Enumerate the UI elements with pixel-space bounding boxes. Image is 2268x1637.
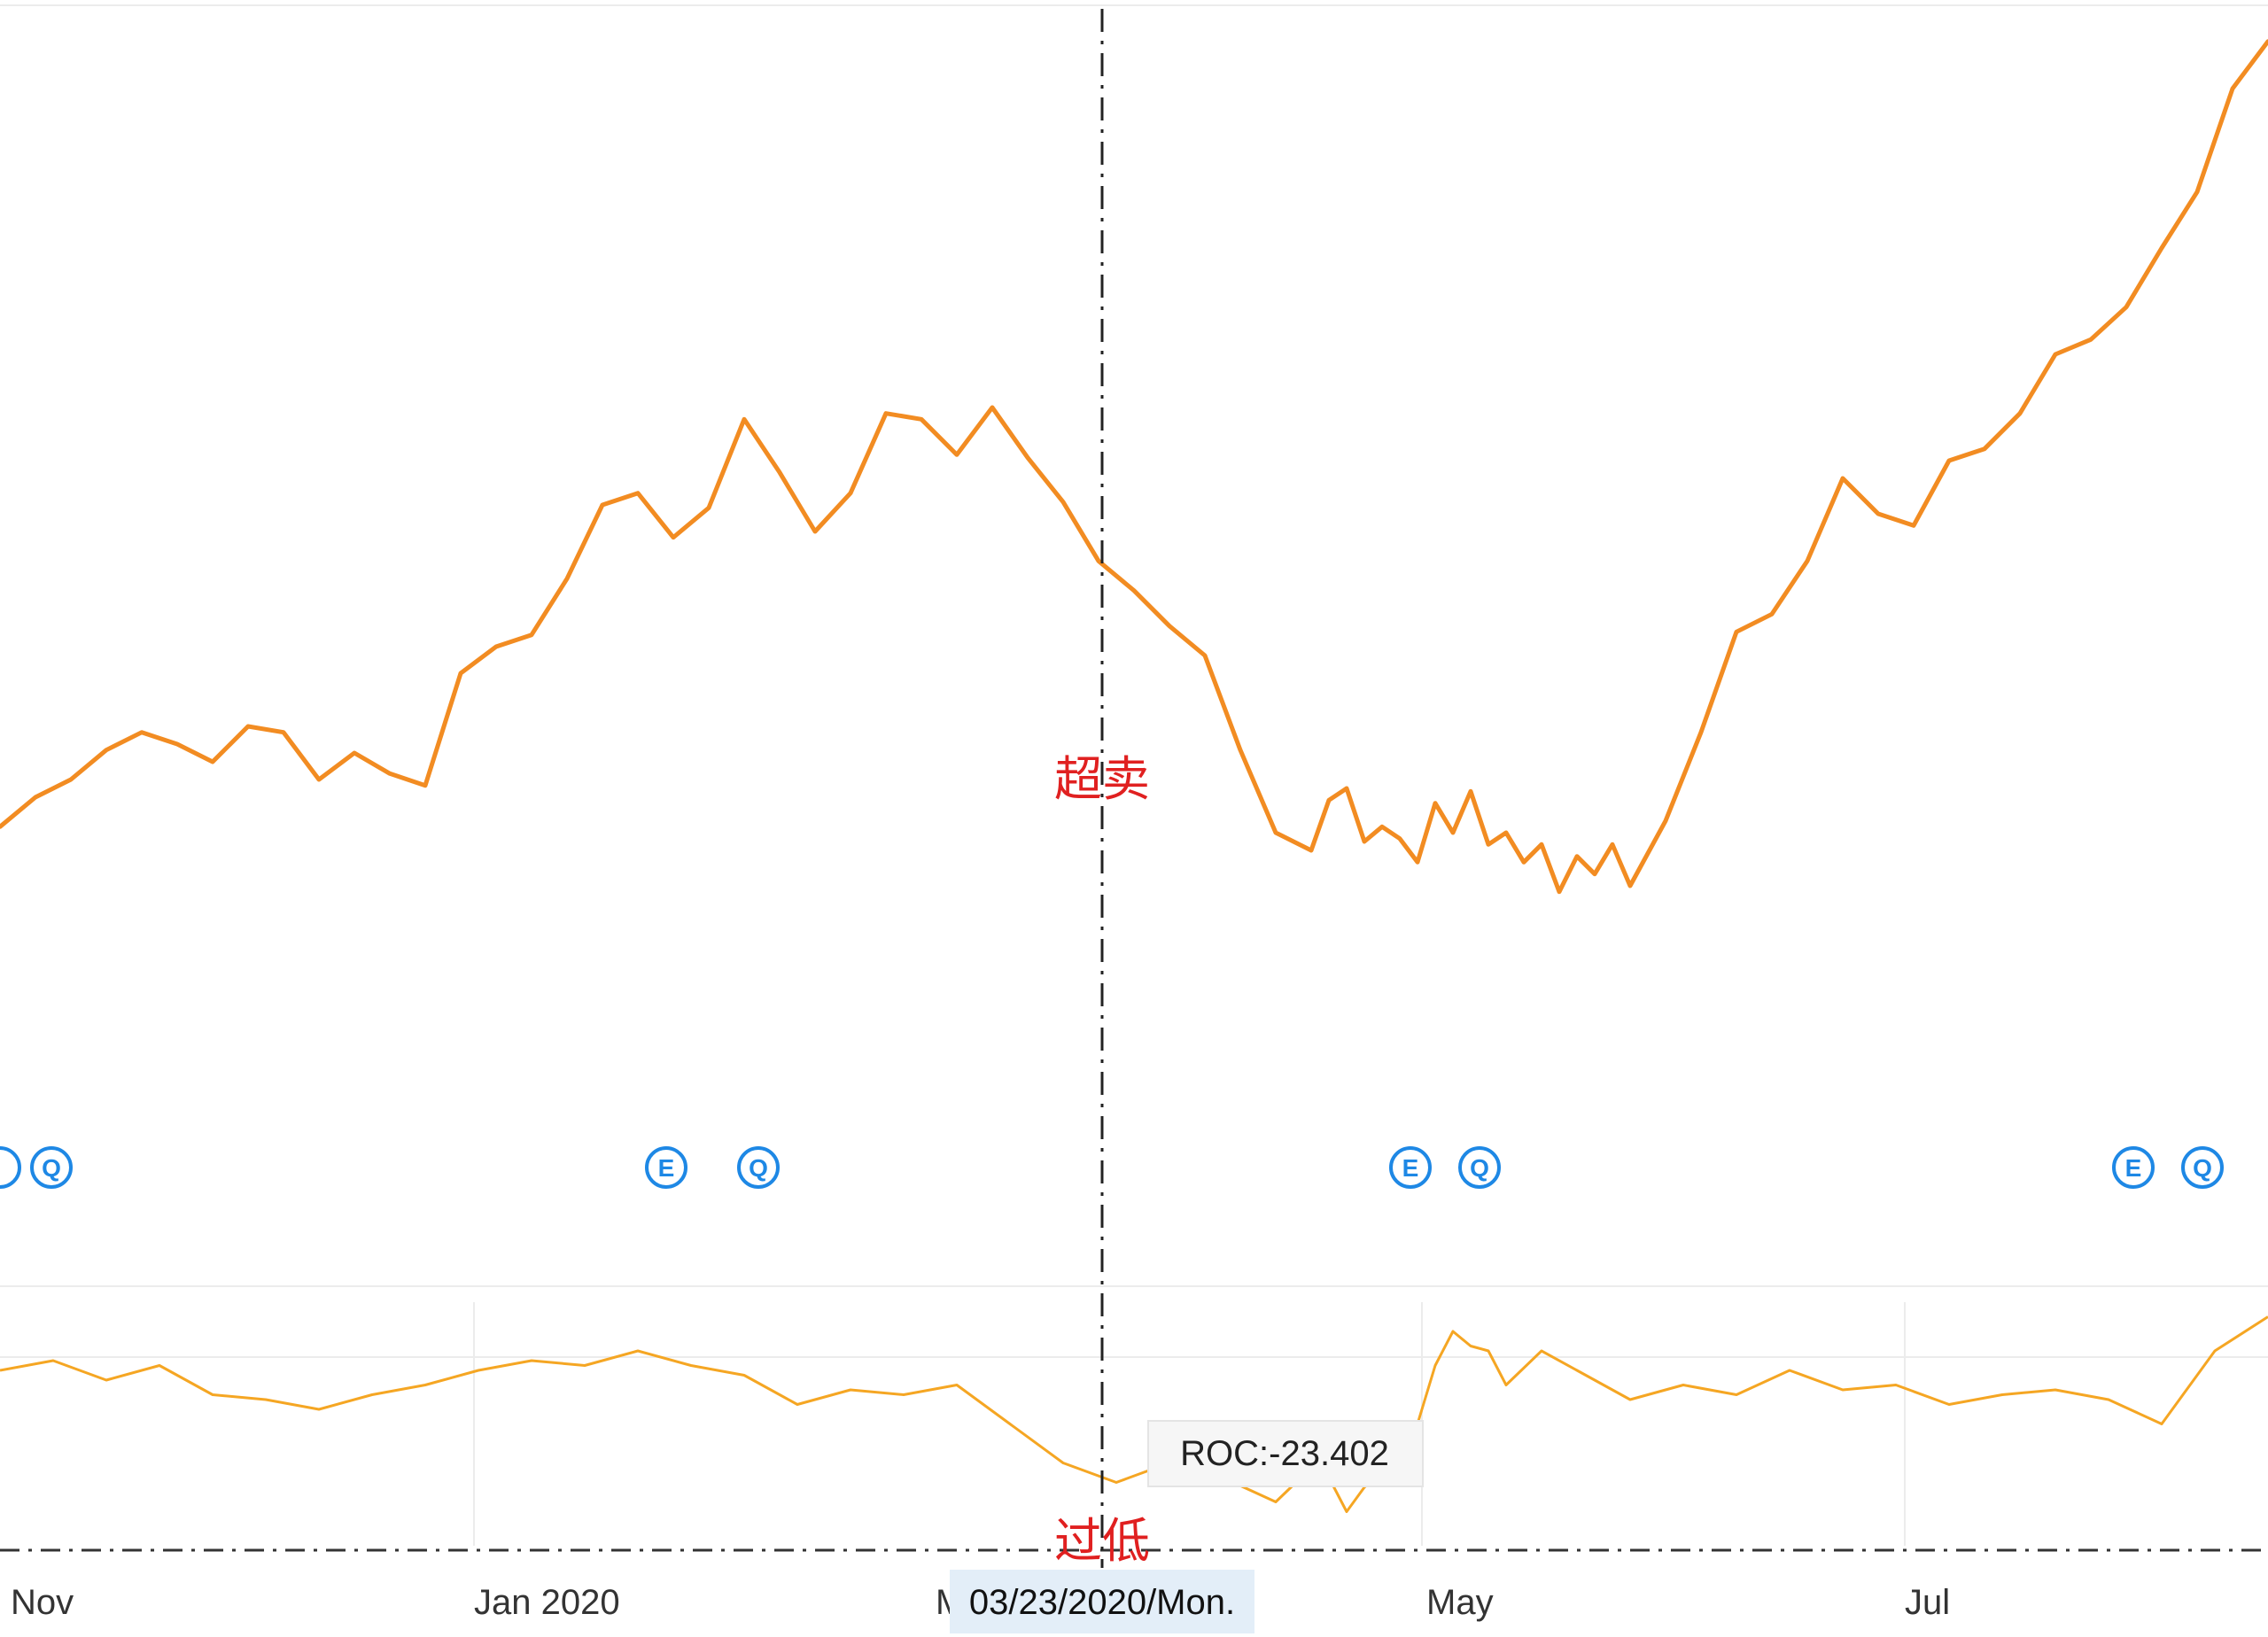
svg-text:Q: Q	[749, 1154, 768, 1182]
earnings-marker-4[interactable]: E	[2112, 1146, 2155, 1189]
quote-marker-1[interactable]: Q	[30, 1146, 73, 1189]
svg-text:E: E	[2125, 1154, 2142, 1182]
svg-text:Q: Q	[42, 1154, 61, 1182]
earnings-marker-1[interactable]	[0, 1146, 21, 1189]
quote-marker-4[interactable]: Q	[2181, 1146, 2224, 1189]
svg-text:Q: Q	[2193, 1154, 2212, 1182]
event-markers-row: Q E Q E Q E Q	[0, 1146, 2224, 1189]
roc-tooltip-text: ROC:-23.402	[1180, 1434, 1389, 1473]
roc-panel	[0, 1285, 2268, 1552]
svg-text:E: E	[1402, 1154, 1419, 1182]
x-tick-label: Jan 2020	[474, 1583, 620, 1622]
roc-tooltip: ROC:-23.402	[1147, 1420, 1424, 1487]
x-tick-label: Jul	[1905, 1583, 1950, 1622]
earnings-marker-2[interactable]: E	[645, 1146, 687, 1189]
quote-marker-2[interactable]: Q	[737, 1146, 780, 1189]
roc-series-line	[0, 1315, 2268, 1513]
price-panel	[0, 39, 2268, 895]
svg-text:Q: Q	[1470, 1154, 1489, 1182]
x-tick-label: Nov	[11, 1583, 74, 1622]
too-low-annotation: 过低	[1054, 1513, 1150, 1569]
price-series-line	[0, 39, 2268, 895]
svg-text:E: E	[658, 1154, 675, 1182]
oversold-annotation: 超卖	[1054, 751, 1150, 807]
earnings-marker-3[interactable]: E	[1389, 1146, 1432, 1189]
crosshair-date-label: 03/23/2020/Mon.	[950, 1570, 1254, 1633]
crosshair-date-text: 03/23/2020/Mon.	[969, 1583, 1235, 1622]
quote-marker-3[interactable]: Q	[1458, 1146, 1501, 1189]
x-tick-label: May	[1426, 1583, 1494, 1622]
